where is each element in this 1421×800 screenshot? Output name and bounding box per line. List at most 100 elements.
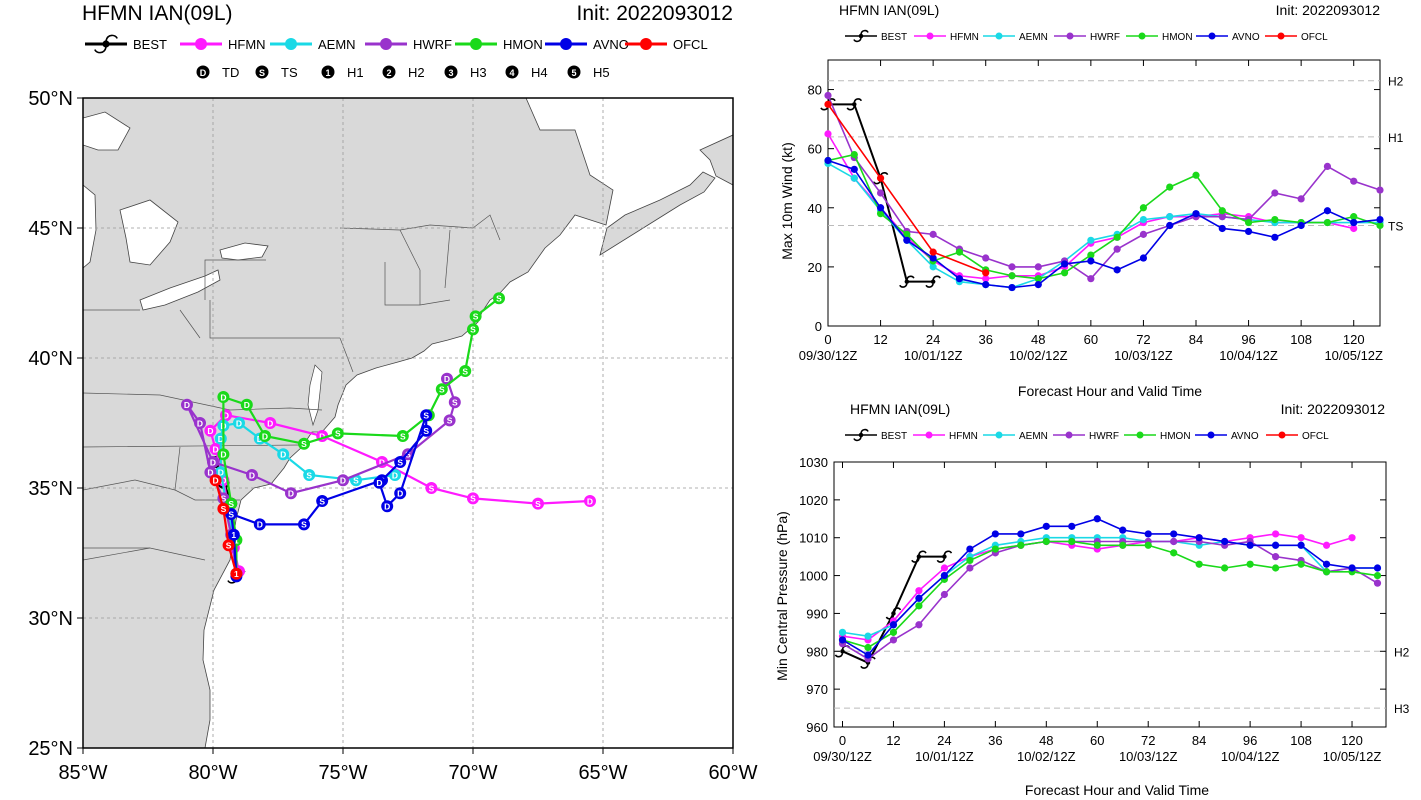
track-marker-symbol: S <box>228 509 234 519</box>
track-marker-dot <box>230 567 243 580</box>
y-tick-label: 1000 <box>799 569 828 584</box>
series-point-avno <box>876 204 885 212</box>
series-point-hmon <box>1017 541 1025 549</box>
track-marker-symbol: S <box>301 439 307 449</box>
series-point-aemn <box>838 628 847 636</box>
map-title: HFMN IAN(09L) <box>82 2 233 25</box>
intensity-legend-symbol: S <box>259 68 265 78</box>
wind-ylabel: Max 10m Wind (kt) <box>779 142 795 259</box>
track-marker-symbol: S <box>439 385 445 395</box>
x-date-label: 10/05/12Z <box>1324 348 1383 363</box>
track-marker-symbol: S <box>306 470 312 480</box>
track-marker-dot <box>181 398 193 411</box>
track-marker-dot <box>443 414 456 427</box>
track-marker-hwrf: D <box>207 456 219 468</box>
map-legend-dot-aemn <box>285 38 297 50</box>
series-point-hmon <box>1350 213 1358 221</box>
track-marker-ofcl: S <box>217 502 230 515</box>
x-date-label: 10/02/12Z <box>1017 749 1076 764</box>
y-tick-label: 1030 <box>799 455 828 470</box>
track-marker-avno: 1 <box>227 528 240 541</box>
track-marker-dot <box>389 469 401 481</box>
legend-best-icon-arm-a <box>860 29 869 35</box>
track-marker-hwrf: D <box>194 417 206 429</box>
intensity-legend-symbol: D <box>200 68 207 78</box>
series-point-avno <box>1297 221 1305 230</box>
track-marker-symbol: D <box>392 470 398 480</box>
track-marker-symbol: S <box>221 494 227 504</box>
series-point-hmon <box>915 602 923 610</box>
track-marker-hmon: S <box>459 365 472 377</box>
intensity-legend-symbol: 5 <box>571 68 576 78</box>
legend-dot-ofcl <box>1277 32 1285 40</box>
legend-dot-hwrf <box>1065 431 1073 439</box>
track-marker-dot <box>435 383 448 396</box>
track-marker-avno: D <box>394 487 407 500</box>
track-marker-dot <box>493 292 505 305</box>
map-lon-label: 65°W <box>578 762 627 784</box>
series-point-hmon <box>1323 218 1332 227</box>
series-point-hmon <box>1192 171 1200 179</box>
map-legend-label-aemn: AEMN <box>318 37 356 52</box>
track-marker-dot <box>420 409 433 422</box>
wind-init: Init: 2022093012 <box>1276 2 1381 18</box>
series-point-hmon <box>903 230 911 238</box>
x-tick-label: 96 <box>1241 332 1255 347</box>
track-marker-symbol: S <box>400 431 406 441</box>
track-marker-hwrf: D <box>337 474 349 487</box>
map-legend-best-icon-core <box>102 40 110 48</box>
track-marker-dot <box>240 398 253 411</box>
reference-label: H2 <box>1388 75 1404 89</box>
wind-title: HFMN IAN(09L) <box>839 2 939 18</box>
track-marker-hmon: D <box>240 398 253 411</box>
x-tick-label: 24 <box>926 332 940 347</box>
series-line-ofcl <box>827 103 987 274</box>
x-tick-label: 108 <box>1290 733 1312 748</box>
series-point-avno <box>1139 254 1148 262</box>
series-marker-best-arm-b <box>860 664 869 669</box>
track-marker-dot <box>532 497 544 510</box>
track-marker-hwrf: S <box>443 414 456 427</box>
series-point-hwrf <box>1297 195 1305 203</box>
wind-legend: BEST HFMN AEMN HWRF HMON AVNO OFCL <box>845 29 1328 43</box>
y-tick-label: 20 <box>808 260 822 275</box>
track-marker-dot <box>209 474 222 487</box>
series-point-avno <box>1068 522 1076 530</box>
track-marker-avno: D <box>253 518 266 531</box>
series-point-avno <box>1297 541 1305 549</box>
reference-label: H1 <box>1388 131 1404 145</box>
series-marker-best-arm-a <box>906 275 915 280</box>
track-marker-symbol: 1 <box>234 569 239 579</box>
map-lat-label: 30°N <box>28 608 73 630</box>
series-point-avno <box>889 621 898 629</box>
series-point-avno <box>1017 530 1025 538</box>
series-marker-best <box>846 98 863 111</box>
x-tick-label: 120 <box>1343 332 1365 347</box>
map-lat-label: 45°N <box>28 218 73 240</box>
track-marker-dot <box>303 469 316 481</box>
series-point-avno <box>1218 224 1226 233</box>
track-marker-symbol: S <box>452 398 458 408</box>
map-legend-best-icon <box>94 34 118 54</box>
intensity-legend-marker <box>382 65 396 79</box>
legend-label-best: BEST <box>881 32 907 43</box>
track-marker-dot <box>331 427 344 440</box>
series-point-avno <box>991 530 999 538</box>
series-marker-best-arm-b <box>936 558 946 563</box>
reference-label: H3 <box>1394 702 1410 716</box>
series-point-hmon <box>1093 541 1101 549</box>
series-line-hmon <box>842 540 1378 649</box>
x-tick-label: 0 <box>839 733 846 748</box>
track-marker-symbol: S <box>470 494 476 504</box>
track-marker-dot <box>207 456 219 468</box>
x-tick-label: 120 <box>1341 733 1363 748</box>
series-point-hwrf <box>940 590 949 599</box>
x-tick-label: 60 <box>1090 733 1104 748</box>
series-point-avno <box>1042 522 1050 530</box>
series-point-avno <box>1272 541 1280 549</box>
track-marker-avno: D <box>373 476 386 489</box>
series-point-hmon <box>1244 218 1253 227</box>
track-marker-symbol: D <box>218 434 224 444</box>
track-marker-dot <box>194 417 206 429</box>
